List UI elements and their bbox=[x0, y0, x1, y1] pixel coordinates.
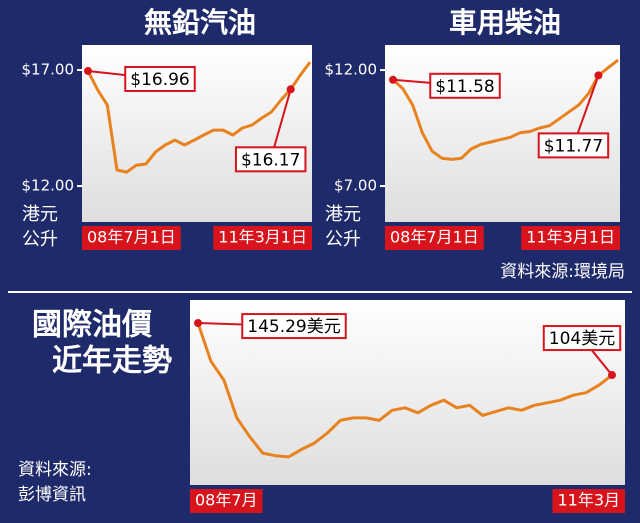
marker bbox=[194, 319, 202, 328]
y-tick-label: $7.00 bbox=[334, 177, 377, 195]
x-tick-label: 08年7月 bbox=[195, 491, 258, 510]
x-tick-box bbox=[213, 226, 312, 250]
chart-title: 國際油價 bbox=[32, 308, 152, 343]
value-label: $11.77 bbox=[544, 136, 603, 156]
y-tick-label: $17.00 bbox=[22, 61, 75, 79]
source: 彭博資訊 bbox=[18, 485, 86, 505]
x-tick-box bbox=[521, 226, 620, 250]
chart-title: 車用柴油 bbox=[449, 6, 561, 39]
y-tick-label: $12.00 bbox=[325, 61, 378, 79]
marker bbox=[84, 66, 92, 75]
label-box bbox=[241, 313, 347, 340]
line bbox=[86, 61, 312, 174]
value-label: $11.58 bbox=[435, 77, 494, 97]
label-box bbox=[234, 146, 307, 173]
x-tick-label: 11年3月1日 bbox=[526, 228, 615, 247]
unit-label: 公升 bbox=[325, 229, 361, 250]
label-box bbox=[537, 132, 610, 159]
y-tick-label: $12.00 bbox=[22, 177, 75, 195]
marker bbox=[594, 71, 603, 80]
label-box bbox=[429, 72, 501, 99]
line bbox=[391, 58, 619, 161]
label-box bbox=[124, 65, 196, 92]
source: 資料來源:環境局 bbox=[500, 262, 625, 282]
line bbox=[196, 322, 613, 459]
chart-title: 無鉛汽油 bbox=[144, 6, 256, 39]
chart-title: 近年走勢 bbox=[52, 344, 172, 379]
x-tick-box bbox=[552, 489, 625, 513]
unit-label: 公升 bbox=[22, 229, 58, 250]
value-label: $16.96 bbox=[130, 70, 189, 90]
unit-label: 港元 bbox=[325, 204, 361, 225]
x-tick-box bbox=[190, 489, 263, 513]
value-label: 104美元 bbox=[549, 329, 615, 349]
x-tick-label: 11年3月 bbox=[557, 491, 620, 510]
value-label: 145.29美元 bbox=[247, 317, 340, 337]
label-box bbox=[542, 325, 622, 352]
x-tick-label: 11年3月1日 bbox=[218, 228, 307, 247]
x-tick-box bbox=[82, 226, 181, 250]
x-tick-label: 08年7月1日 bbox=[87, 228, 176, 247]
value-label: $16.17 bbox=[241, 150, 300, 170]
x-tick-box bbox=[385, 226, 484, 250]
x-tick-label: 08年7月1日 bbox=[390, 228, 479, 247]
marker bbox=[286, 85, 295, 94]
marker bbox=[608, 371, 616, 380]
marker bbox=[389, 75, 397, 84]
source: 資料來源: bbox=[18, 460, 92, 480]
unit-label: 港元 bbox=[22, 204, 58, 225]
